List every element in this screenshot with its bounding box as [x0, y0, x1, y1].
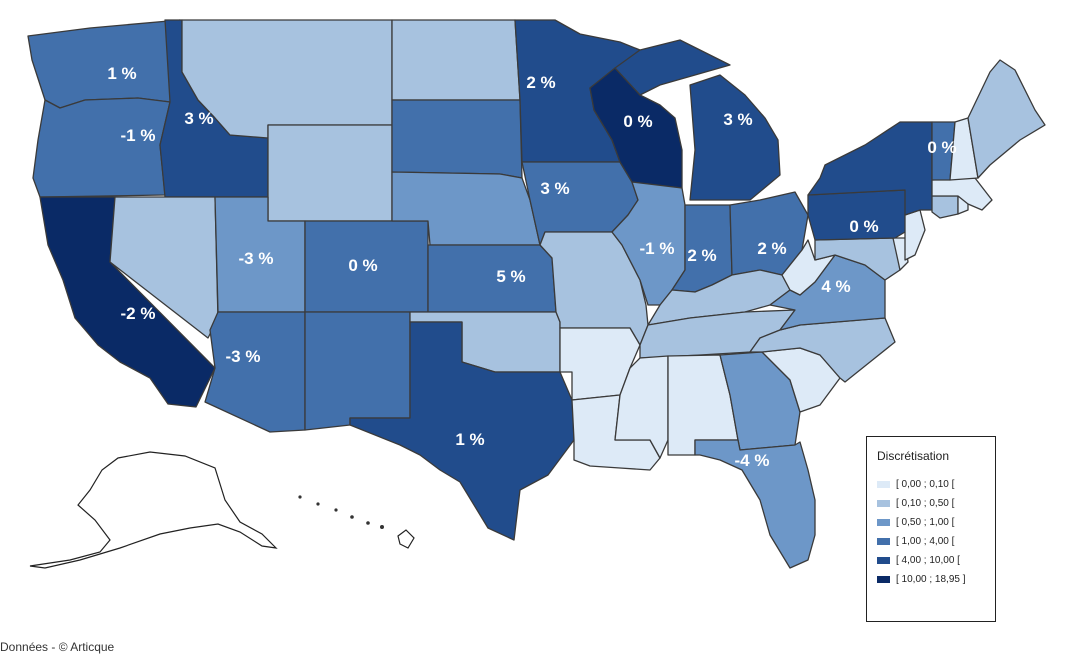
label-oh: 2 % [757, 239, 786, 258]
state-wy[interactable] [267, 124, 393, 222]
state-mi[interactable] [614, 39, 781, 201]
label-fl: -4 % [735, 451, 770, 470]
state-nm[interactable] [304, 311, 411, 431]
label-va: 4 % [821, 277, 850, 296]
label-ca: -2 % [121, 304, 156, 323]
legend-label: [ 0,00 ; 0,10 [ [896, 479, 955, 490]
label-wi: 0 % [623, 112, 652, 131]
label-in: 2 % [687, 246, 716, 265]
legend-item: [ 0,50 ; 1,00 [ [877, 513, 995, 532]
label-vt: 0 % [927, 138, 956, 157]
legend-label: [ 4,00 ; 10,00 [ [896, 555, 960, 566]
state-ma[interactable] [931, 177, 993, 211]
label-ia: 3 % [540, 179, 569, 198]
state-or[interactable] [32, 97, 171, 198]
label-co: 0 % [348, 256, 377, 275]
legend-swatch [877, 500, 890, 507]
label-il: -1 % [640, 239, 675, 258]
label-or: -1 % [121, 126, 156, 145]
label-id: 3 % [184, 109, 213, 128]
state-nj[interactable] [904, 209, 926, 261]
legend-item: [ 1,00 ; 4,00 [ [877, 532, 995, 551]
state-nd[interactable] [391, 19, 521, 101]
state-me[interactable] [967, 59, 1046, 179]
state-wa[interactable] [27, 19, 181, 109]
state-az[interactable] [204, 311, 306, 433]
legend-items: [ 0,00 ; 0,10 [ [ 0,10 ; 0,50 [ [ 0,50 ; 1… [877, 475, 995, 589]
legend-item: [ 0,00 ; 0,10 [ [877, 475, 995, 494]
label-mn: 2 % [526, 73, 555, 92]
states-layer [27, 19, 1046, 569]
legend-item: [ 0,10 ; 0,50 [ [877, 494, 995, 513]
state-de[interactable] [892, 237, 909, 271]
legend-item: [ 10,00 ; 18,95 ] [877, 570, 995, 589]
legend-label: [ 0,50 ; 1,00 [ [896, 517, 955, 528]
label-ut: -3 % [239, 249, 274, 268]
state-ny[interactable] [807, 121, 941, 216]
label-ks: 5 % [496, 267, 525, 286]
state-labels: 1 % -1 % -2 % 3 % -3 % -3 % 0 % 5 % 1 % … [107, 64, 956, 470]
legend-swatch [877, 519, 890, 526]
state-sd[interactable] [391, 99, 523, 179]
state-ks[interactable] [427, 244, 557, 313]
state-fl[interactable] [694, 439, 816, 569]
legend-title: Discrétisation [877, 449, 950, 463]
legend-item: [ 4,00 ; 10,00 [ [877, 551, 995, 570]
legend-label: [ 0,10 ; 0,50 [ [896, 498, 955, 509]
legend-label: [ 1,00 ; 4,00 [ [896, 536, 955, 547]
legend-swatch [877, 481, 890, 488]
label-az: -3 % [226, 347, 261, 366]
label-tx: 1 % [455, 430, 484, 449]
hawaii-outline [397, 529, 415, 549]
state-ms[interactable] [614, 355, 669, 459]
alaska-outline [29, 451, 278, 569]
legend-swatch [877, 538, 890, 545]
legend-swatch [877, 576, 890, 583]
state-tx[interactable] [349, 321, 575, 541]
legend: Discrétisation [ 0,00 ; 0,10 [ [ 0,10 ; 0… [866, 436, 996, 622]
legend-label: [ 10,00 ; 18,95 ] [896, 574, 966, 585]
label-pa: 0 % [849, 217, 878, 236]
label-wa: 1 % [107, 64, 136, 83]
state-ct[interactable] [931, 195, 959, 219]
source-credit: Données - © Articque [0, 640, 115, 654]
hawaii-islands [298, 495, 384, 529]
legend-swatch [877, 557, 890, 564]
label-mi: 3 % [723, 110, 752, 129]
